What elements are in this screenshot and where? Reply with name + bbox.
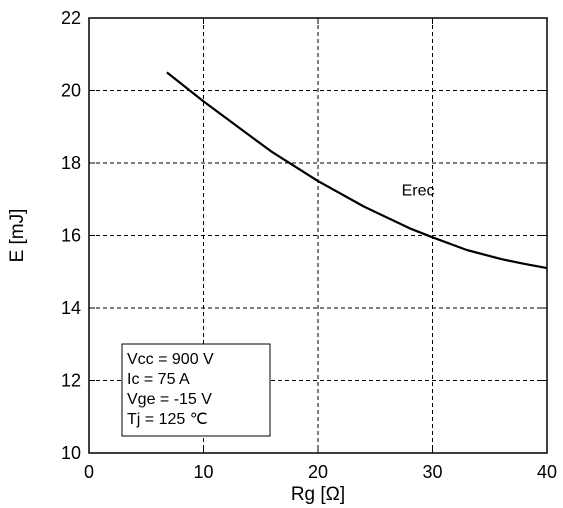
y-axis-label: E [mJ] xyxy=(7,209,28,263)
y-tick-label: 20 xyxy=(61,81,81,101)
x-tick-labels: 0 10 20 30 40 xyxy=(84,462,557,482)
y-tick-label: 18 xyxy=(61,153,81,173)
grid xyxy=(89,18,547,453)
x-axis-label: Rg [Ω] xyxy=(291,484,345,505)
condition-ic: Ic = 75 A xyxy=(127,371,190,388)
y-tick-labels: 10 12 14 16 18 20 22 xyxy=(61,8,81,463)
y-tick-label: 14 xyxy=(61,298,81,318)
condition-tj: Tj = 125 ℃ xyxy=(127,411,208,428)
x-tick-label: 30 xyxy=(422,462,442,482)
y-tick-label: 16 xyxy=(61,226,81,246)
y-tick-label: 10 xyxy=(61,443,81,463)
x-tick-label: 10 xyxy=(193,462,213,482)
y-tick-label: 12 xyxy=(61,371,81,391)
x-tick-label: 0 xyxy=(84,462,94,482)
series-label-erec: Erec xyxy=(402,183,435,200)
ticks xyxy=(88,17,548,454)
y-tick-label: 22 xyxy=(61,8,81,28)
series-line-erec xyxy=(166,71,548,270)
x-tick-label: 40 xyxy=(537,462,557,482)
conditions-box-frame xyxy=(121,343,271,437)
condition-vge: Vge = -15 V xyxy=(127,391,212,408)
condition-vcc: Vcc = 900 V xyxy=(127,351,214,368)
x-tick-label: 20 xyxy=(308,462,328,482)
series xyxy=(166,71,548,270)
conditions-box: Vcc = 900 V Ic = 75 A Vge = -15 V Tj = 1… xyxy=(121,343,271,437)
